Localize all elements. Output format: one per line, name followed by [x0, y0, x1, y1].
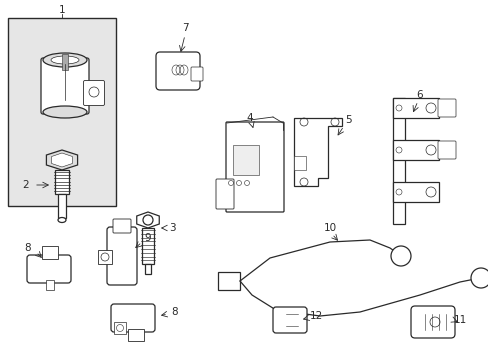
FancyBboxPatch shape [225, 122, 284, 212]
FancyBboxPatch shape [191, 67, 203, 81]
FancyBboxPatch shape [111, 304, 155, 332]
Text: 2: 2 [22, 180, 29, 190]
Text: 8: 8 [24, 243, 31, 253]
Bar [392, 98, 404, 224]
FancyBboxPatch shape [437, 141, 455, 159]
Polygon shape [46, 150, 78, 170]
Text: 7: 7 [182, 23, 188, 33]
FancyBboxPatch shape [410, 306, 454, 338]
FancyBboxPatch shape [156, 52, 200, 90]
FancyBboxPatch shape [83, 81, 104, 105]
Circle shape [142, 215, 153, 225]
Bar [42, 246, 58, 259]
FancyBboxPatch shape [272, 307, 306, 333]
Ellipse shape [43, 106, 87, 118]
Bar [142, 228, 154, 264]
Text: 11: 11 [452, 315, 466, 325]
Bar [62, 54, 68, 70]
Text: 12: 12 [309, 311, 322, 321]
Text: 10: 10 [323, 223, 336, 233]
Text: 1: 1 [59, 5, 65, 15]
FancyBboxPatch shape [41, 58, 89, 114]
Bar [392, 182, 438, 202]
Ellipse shape [51, 56, 79, 64]
Polygon shape [137, 212, 159, 228]
Text: 6: 6 [416, 90, 423, 100]
Ellipse shape [43, 53, 87, 67]
Circle shape [470, 268, 488, 288]
FancyBboxPatch shape [107, 227, 137, 285]
Bar [145, 264, 151, 274]
Text: 5: 5 [344, 115, 350, 125]
Text: 4: 4 [246, 113, 253, 123]
Ellipse shape [58, 217, 66, 222]
FancyBboxPatch shape [437, 99, 455, 117]
Bar [55, 170, 69, 194]
FancyBboxPatch shape [27, 255, 71, 283]
Bar [46, 280, 54, 290]
Bar [293, 156, 305, 170]
Bar [58, 194, 66, 218]
FancyBboxPatch shape [218, 272, 240, 290]
Bar [392, 98, 438, 118]
Bar [114, 322, 126, 334]
Circle shape [390, 246, 410, 266]
Polygon shape [293, 118, 341, 186]
Bar [128, 329, 143, 341]
FancyBboxPatch shape [113, 219, 131, 233]
Text: 3: 3 [168, 223, 175, 233]
Text: 9: 9 [144, 233, 151, 243]
Bar [392, 140, 438, 160]
Bar [98, 250, 112, 264]
Bar [8, 18, 116, 206]
Bar [232, 145, 259, 175]
FancyBboxPatch shape [216, 179, 234, 209]
Text: 8: 8 [171, 307, 178, 317]
Polygon shape [52, 153, 72, 167]
